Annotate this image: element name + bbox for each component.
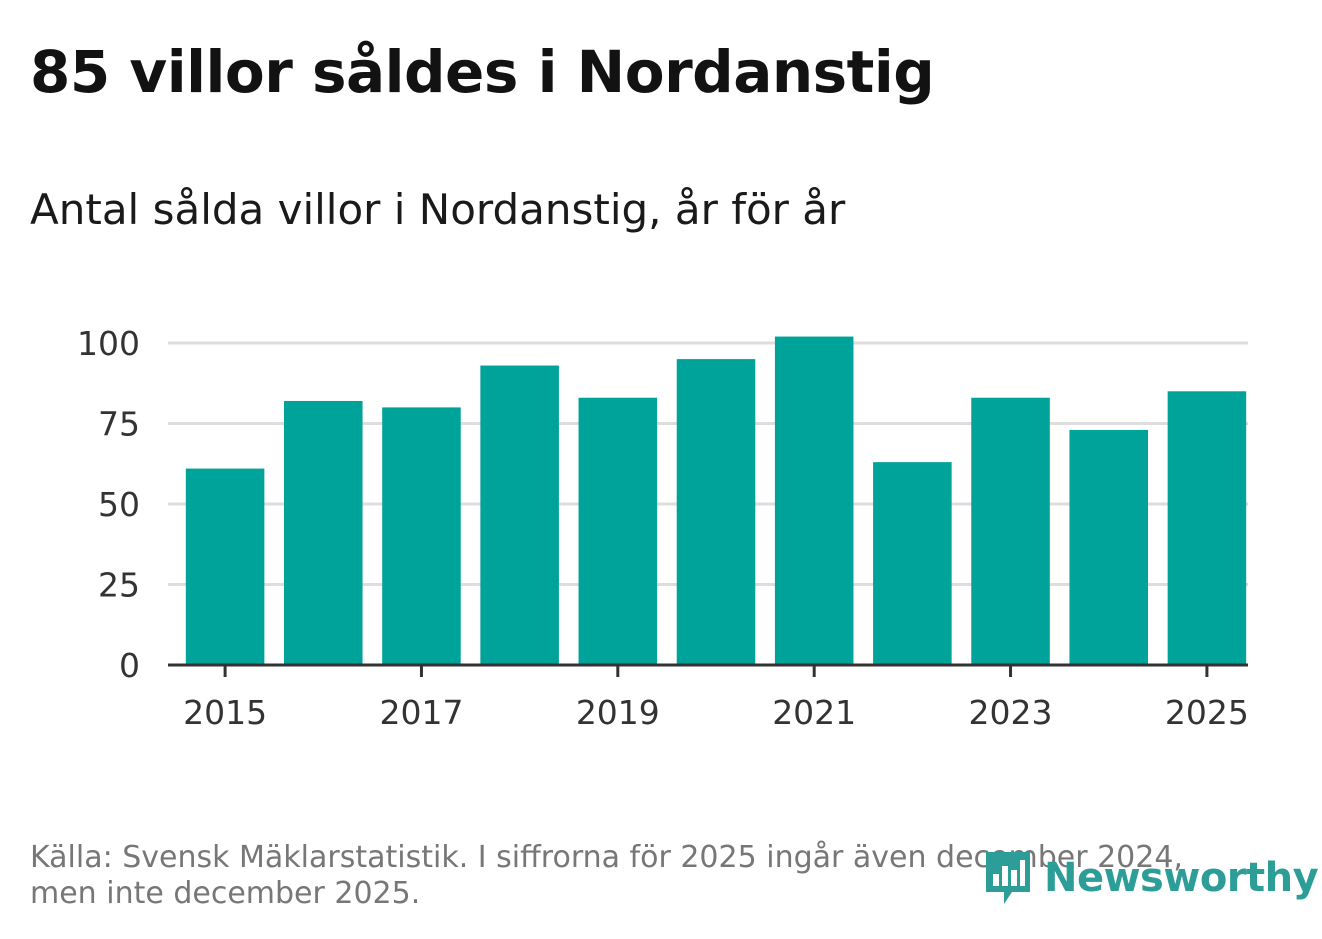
y-tick-label: 75 — [98, 405, 140, 444]
newsworthy-logo-text: Newsworthy — [1044, 855, 1319, 901]
bar-2016 — [284, 400, 363, 665]
x-tick-label: 2023 — [969, 693, 1053, 732]
x-tick-label: 2017 — [379, 693, 463, 732]
bar-2022 — [873, 462, 952, 665]
x-tick-label: 2015 — [183, 693, 267, 732]
newsworthy-logo-icon — [986, 852, 1030, 904]
x-tick-label: 2025 — [1165, 693, 1249, 732]
bar-2015 — [185, 468, 265, 665]
bar-chart: 0 25 50 75 100 2015 2017 2019 2021 2023 2025 — [77, 324, 1249, 732]
y-tick-label: 0 — [119, 646, 140, 685]
bar-2017 — [382, 407, 461, 665]
y-tick-label: 25 — [98, 566, 140, 605]
chart-title: 85 villor såldes i Nordanstig — [30, 38, 935, 106]
bar-2025 — [1167, 391, 1247, 665]
x-tick-label: 2019 — [576, 693, 660, 732]
chart-subtitle: Antal sålda villor i Nordanstig, år för … — [30, 185, 846, 234]
y-tick-label: 100 — [77, 324, 140, 363]
newsworthy-logo: Newsworthy — [982, 848, 1319, 908]
bar-2023 — [971, 397, 1050, 665]
bar-2024 — [1069, 429, 1148, 665]
y-tick-label: 50 — [98, 485, 140, 524]
bar-2020 — [676, 359, 756, 665]
bar-2021 — [774, 336, 854, 665]
bar-2018 — [480, 365, 559, 665]
x-tick-label: 2021 — [772, 693, 856, 732]
bar-2019 — [578, 397, 658, 665]
